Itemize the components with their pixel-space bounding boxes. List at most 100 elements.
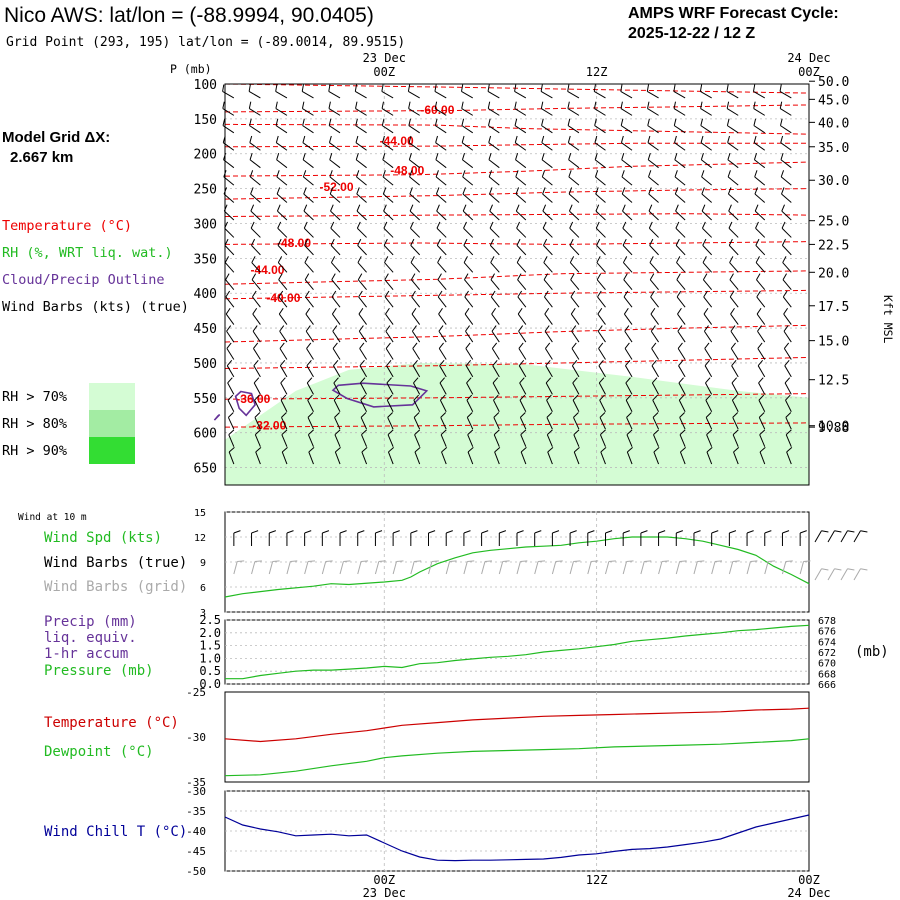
- wind-barb: [650, 296, 659, 308]
- wind-barb-flag: [276, 187, 281, 195]
- wind-barb: [780, 142, 792, 151]
- wind-barb-flag: [571, 342, 577, 349]
- wind-barb-grid: [392, 561, 397, 575]
- wind-barb-flag: [463, 256, 468, 263]
- wind-barb-true-flag: [410, 530, 418, 534]
- wind-barb-true-flag: [233, 530, 241, 534]
- wind-barb-flag: [596, 273, 602, 280]
- wind-barb: [541, 125, 553, 134]
- wind-barb-grid-flag: [449, 560, 457, 562]
- profile-frame: [224, 83, 810, 486]
- wind-barb: [382, 159, 394, 169]
- wind-barb: [759, 434, 766, 447]
- wind-barb-true-flag: [693, 530, 701, 534]
- wind-barb-flag: [490, 290, 496, 298]
- wind-barb-flag: [329, 152, 333, 160]
- top-date-label: 23 Dec: [363, 51, 406, 65]
- wind-barb: [463, 227, 474, 238]
- wind-barb-flag: [359, 377, 366, 384]
- wind-barb-grid-flag: [254, 560, 262, 562]
- wind-barb: [594, 108, 606, 116]
- wind-barb-flag: [627, 446, 633, 453]
- wind-barb-flag: [381, 84, 384, 92]
- wind-barb-flag: [542, 221, 547, 229]
- wind-barb: [386, 382, 394, 395]
- wind-barb: [780, 159, 792, 169]
- wind-barb-flag: [620, 118, 624, 126]
- height-tick-label: 10.0: [818, 420, 849, 435]
- wind-barb: [249, 159, 261, 169]
- wind-barb-flag: [516, 238, 521, 246]
- wind-barb: [250, 193, 261, 203]
- wind-barb-flag: [225, 273, 230, 280]
- pressure-unit-label: (mb): [855, 644, 889, 660]
- wind-barb-flag: [625, 359, 631, 367]
- wind-barb-flag: [333, 377, 339, 384]
- wind-barb-grid-flag: [431, 560, 439, 562]
- wind-barb-flag: [409, 221, 414, 229]
- rh-70-region: [225, 363, 809, 485]
- wind-barb: [493, 434, 500, 447]
- wind-barb: [546, 399, 553, 412]
- chill-tick-label: -35: [186, 805, 206, 818]
- wind-barb: [573, 451, 580, 465]
- wind-barb-flag: [647, 152, 651, 160]
- wind-barb-flag: [519, 377, 525, 384]
- wind-barb-flag: [227, 394, 234, 401]
- wind-barb: [674, 125, 686, 134]
- wind-barb-true-flag: [446, 530, 453, 534]
- wind-barb-true-flag: [711, 530, 719, 534]
- wind-barb-flag: [488, 135, 492, 143]
- wind-barb-flag: [701, 204, 706, 212]
- height-tick-label: 12.5: [818, 374, 849, 389]
- wind-barb: [755, 245, 766, 256]
- wind-barb-flag: [409, 170, 413, 178]
- wind-barb: [782, 262, 792, 273]
- wind-barb: [331, 313, 341, 325]
- pressure-line: [225, 624, 810, 680]
- wind-barb: [622, 210, 633, 221]
- wind-barb: [275, 108, 288, 116]
- wind-barb: [227, 382, 235, 395]
- wind-barb-true-flag: [534, 530, 542, 534]
- wind-barb: [250, 210, 261, 221]
- wind-barb-flag: [782, 256, 787, 263]
- wind-barb: [303, 193, 314, 203]
- wind-barb: [358, 330, 367, 343]
- wind-barb: [252, 330, 261, 343]
- wind-barb-grid-flag: [834, 568, 842, 571]
- wind-barb: [702, 279, 713, 291]
- wind-barb-flag: [356, 221, 361, 229]
- wind-barb-flag: [356, 170, 360, 178]
- wind-barb: [621, 159, 633, 169]
- wind-barb: [385, 330, 394, 343]
- wind-barb: [330, 245, 341, 256]
- wind-barb: [514, 142, 527, 151]
- wind-barb-flag: [599, 412, 606, 418]
- wind-barb-flag: [731, 359, 737, 367]
- wind-barb: [222, 91, 235, 99]
- wind-barb-flag: [467, 429, 474, 436]
- wind-barb-grid: [286, 561, 291, 575]
- wind-barb-flag: [437, 290, 443, 298]
- wind-barb: [252, 296, 261, 308]
- wind-barb-flag: [543, 256, 548, 263]
- height-tick-label: 35.0: [818, 141, 849, 156]
- wind-barb: [227, 417, 235, 430]
- wind-barb-flag: [277, 238, 282, 246]
- wind-barb-flag: [250, 221, 255, 229]
- temperature-contour: [224, 188, 810, 200]
- wind-barb-flag: [622, 221, 627, 229]
- wind-barb-flag: [463, 221, 467, 229]
- wind-barb-flag: [597, 325, 603, 332]
- wind-barb-flag: [279, 359, 286, 367]
- wind-barb: [387, 417, 394, 430]
- cloud-outline: [234, 390, 256, 417]
- wind-barb: [571, 348, 580, 360]
- wind-barb-grid: [339, 561, 344, 575]
- wind-barb: [569, 262, 580, 273]
- kft-msl-label: Kft MSL: [881, 295, 895, 344]
- wind-barb: [620, 125, 633, 134]
- wind-barb: [358, 313, 367, 325]
- pressure-tick-label: 600: [194, 427, 217, 442]
